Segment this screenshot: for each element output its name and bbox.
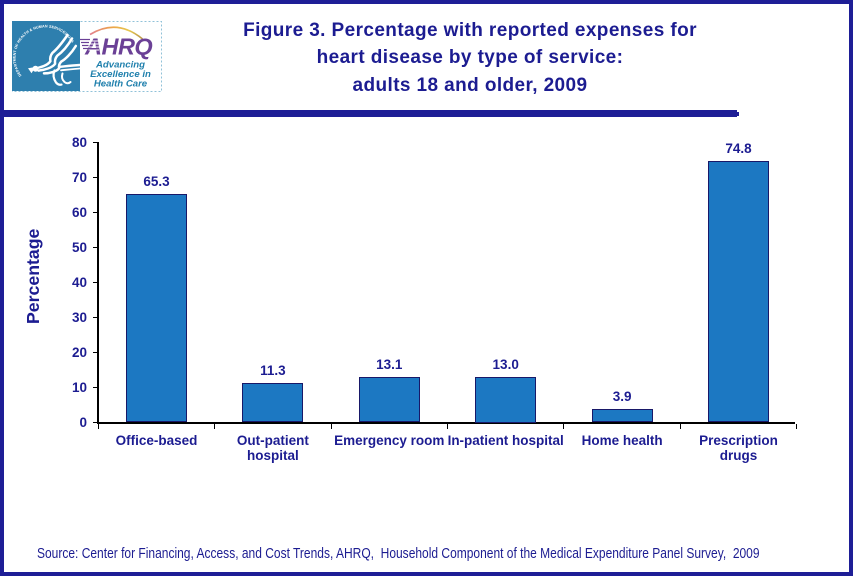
svg-text:Excellence in: Excellence in	[90, 69, 151, 80]
svg-text:Health Care: Health Care	[94, 78, 148, 89]
svg-text:Advancing: Advancing	[95, 59, 145, 70]
